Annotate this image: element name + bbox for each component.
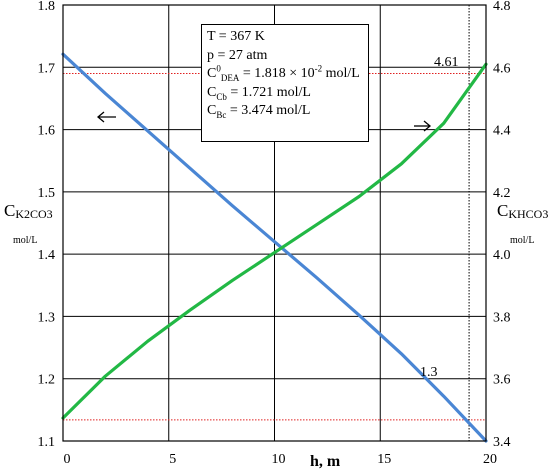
tick-labels: 1.1 1.2 1.3 1.4 1.5 1.6 1.7 1.8 3.4 3.6 3.8 4.0 4.2 4… (38, 0, 511, 467)
info-c0-sub: DEA (220, 72, 240, 83)
info-c0-value: = 1.818 × 10 (239, 66, 315, 81)
conditions-info-box: T = 367 K p = 27 atm C0DEA = 1.818 × 10-… (201, 24, 369, 142)
y-left-tick-label: 1.3 (38, 310, 56, 325)
y-left-axis-label: CK2CO3 (4, 201, 53, 221)
y-left-label-main: C (4, 201, 15, 220)
info-cbc-main: C (207, 103, 217, 118)
y-right-axis-unit: mol/L (510, 235, 534, 246)
series-khco3-line (61, 62, 488, 420)
info-ccb-sub: Cb (216, 91, 227, 102)
y-right-tick-label: 3.6 (493, 373, 511, 388)
info-c0-sup: 0 (216, 63, 221, 74)
y-left-tick-label: 1.1 (38, 435, 56, 450)
info-pressure: p = 27 atm (207, 47, 268, 63)
y-right-tick-label: 3.4 (493, 435, 511, 450)
y-right-tick-label: 4.6 (493, 61, 511, 76)
info-cbc-value: = 3.474 mol/L (226, 103, 311, 118)
info-ccb-main: C (207, 84, 217, 100)
annotation-1.3: 1.3 (420, 365, 438, 380)
y-left-tick-label: 1.2 (38, 373, 56, 388)
info-cbc: CBc = 3.474 mol/L (207, 102, 368, 121)
series-k2co3-line (61, 52, 488, 443)
x-tick-label: 0 (64, 452, 71, 467)
y-left-tick-label: 1.5 (38, 186, 56, 201)
left-axis-arrow (96, 111, 116, 123)
y-left-label-sub: K2CO3 (15, 207, 52, 221)
y-left-tick-label: 1.6 (38, 124, 56, 139)
y-right-tick-label: 4.2 (493, 186, 511, 201)
x-tick-label: 5 (169, 452, 176, 467)
y-right-axis-label: CKHCO3 (497, 201, 548, 221)
y-left-tick-label: 1.4 (38, 248, 56, 263)
y-right-tick-label: 3.8 (493, 310, 511, 325)
info-c0-main: C (207, 66, 217, 81)
right-axis-arrow (414, 120, 432, 132)
info-ccb: CCb = 1.721 mol/L (207, 84, 368, 103)
info-temperature: T = 367 K (207, 29, 265, 44)
info-c0-unit: mol/L (322, 66, 360, 81)
y-left-tick-label: 1.7 (38, 61, 56, 76)
info-ccb-value: = 1.721 mol/L (226, 84, 311, 100)
y-left-axis-unit: mol/L (13, 235, 37, 246)
x-axis-label: h, m (310, 453, 341, 470)
info-c0-dea: C0DEA = 1.818 × 10-2 mol/L (207, 63, 368, 84)
y-right-label-main: C (497, 201, 508, 220)
y-right-label-sub: KHCO3 (508, 207, 548, 221)
y-left-tick-label: 1.8 (38, 0, 56, 14)
x-tick-label: 20 (483, 452, 497, 467)
x-tick-label: 15 (377, 452, 391, 467)
y-right-tick-label: 4.0 (493, 248, 511, 263)
annotation-4.61: 4.61 (434, 55, 459, 70)
y-right-tick-label: 4.4 (493, 124, 511, 139)
info-c0-exp: -2 (314, 63, 323, 74)
plot-frame (62, 4, 487, 442)
info-cbc-sub: Bc (216, 109, 227, 120)
y-right-tick-label: 4.8 (493, 0, 511, 14)
series-layer (61, 52, 488, 443)
x-tick-label: 10 (272, 452, 286, 467)
